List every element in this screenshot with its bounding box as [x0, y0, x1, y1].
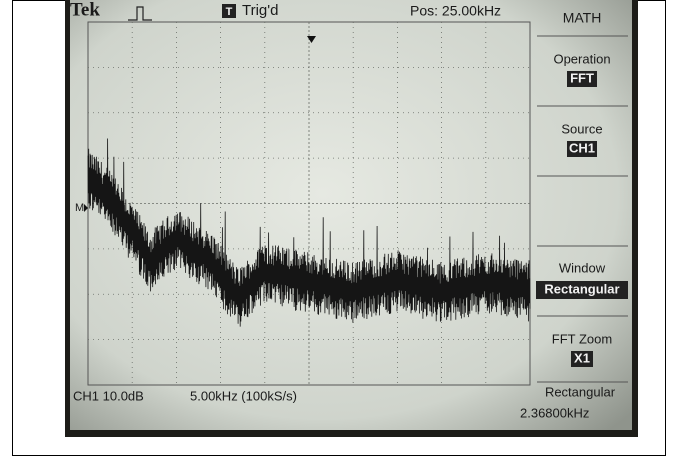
menu-value-box	[567, 141, 597, 157]
timebase: 5.00kHz (100kS/s)	[190, 388, 297, 403]
trigger-arrow	[307, 36, 316, 43]
marker: M	[75, 202, 84, 214]
trigger-icon: T	[226, 6, 233, 18]
fft-trace	[87, 138, 531, 327]
menu-label: Source	[561, 121, 602, 136]
screen	[70, 0, 632, 430]
menu-separators	[537, 35, 628, 383]
menu-value: Rectangular	[544, 281, 619, 296]
menu-value: CH1	[569, 140, 595, 155]
pulse-icon	[128, 6, 152, 21]
menu-value-box	[536, 281, 628, 299]
cursor-readout: 2.36800kHz	[520, 405, 589, 420]
brand: Tek	[70, 0, 100, 20]
menu-label: Window	[559, 260, 606, 275]
marker-arrow	[84, 204, 88, 212]
position: Pos: 25.00kHz	[410, 3, 501, 19]
menu-value: X1	[574, 350, 590, 365]
menu-value-box	[571, 351, 593, 367]
trigger-status: Trig'd	[242, 2, 278, 19]
menu-value: FFT	[570, 70, 594, 85]
menu-label: FFT Zoom	[552, 331, 612, 346]
menu-title: MATH	[563, 10, 602, 26]
trigger-box	[222, 4, 236, 18]
graticule	[87, 21, 531, 386]
channel-scale: CH1 10.0dB	[73, 388, 144, 403]
menu-label: Operation	[553, 51, 610, 66]
menu-value-box	[567, 71, 597, 87]
menu-footer: Rectangular	[545, 384, 616, 399]
